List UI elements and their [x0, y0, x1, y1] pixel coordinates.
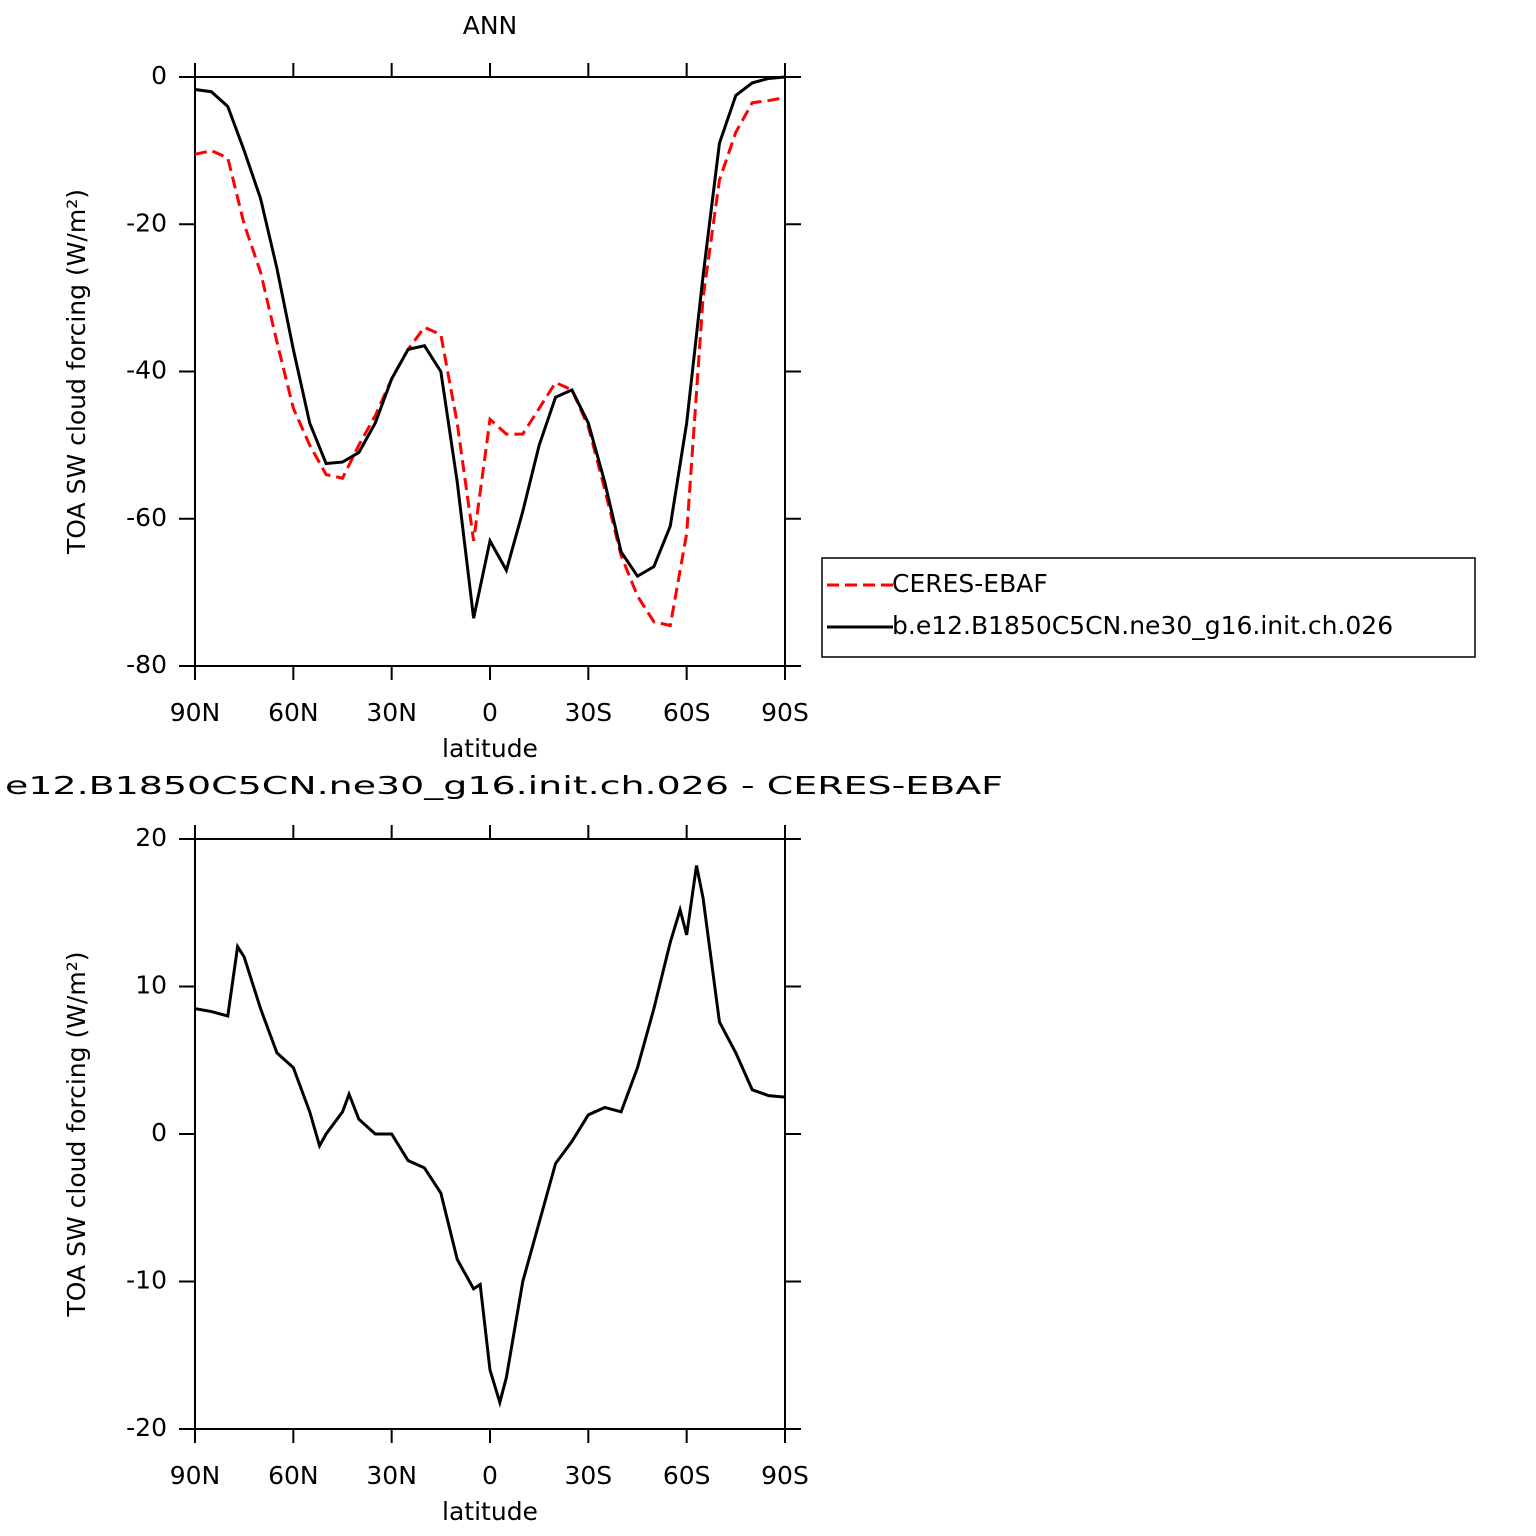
- x-tick-label: 30N: [366, 698, 417, 727]
- y-tick-label: 0: [151, 61, 167, 90]
- y-tick-label: -40: [126, 356, 167, 385]
- x-tick-label: 60N: [268, 698, 319, 727]
- x-tick-label: 60N: [268, 1461, 319, 1490]
- x-tick-label: 90S: [761, 698, 809, 727]
- x-axis-label: latitude: [442, 1497, 538, 1526]
- chart-title: ANN: [463, 11, 518, 40]
- y-tick-label: -60: [126, 503, 167, 532]
- x-tick-label: 30N: [366, 1461, 417, 1490]
- data-line: [194, 96, 786, 628]
- x-tick-label: 90N: [170, 698, 221, 727]
- x-tick-label: 30S: [564, 1461, 612, 1490]
- data-line: [194, 865, 786, 1408]
- x-tick-label: 30S: [564, 698, 612, 727]
- y-tick-label: 10: [135, 971, 167, 1000]
- legend-label: b.e12.B1850C5CN.ne30_g16.init.ch.026: [892, 611, 1393, 640]
- x-tick-label: 90N: [170, 1461, 221, 1490]
- x-tick-label: 0: [482, 698, 498, 727]
- y-tick-label: -80: [126, 650, 167, 679]
- legend-label: CERES-EBAF: [892, 569, 1048, 598]
- x-tick-label: 90S: [761, 1461, 809, 1490]
- y-tick-label: 20: [135, 823, 167, 852]
- y-tick-label: -20: [126, 208, 167, 237]
- y-axis-label: TOA SW cloud forcing (W/m²): [62, 189, 91, 555]
- x-tick-label: 60S: [663, 698, 711, 727]
- x-axis-label: latitude: [442, 734, 538, 763]
- legend-box: [821, 557, 1476, 658]
- plot-frame: [194, 838, 786, 1430]
- x-tick-label: 0: [482, 1461, 498, 1490]
- y-tick-label: -10: [126, 1266, 167, 1295]
- y-tick-label: 0: [151, 1118, 167, 1147]
- y-tick-label: -20: [126, 1413, 167, 1442]
- data-line: [194, 75, 786, 619]
- chart-title: e12.B1850C5CN.ne30_g16.init.ch.026 - CER…: [5, 771, 1003, 800]
- x-tick-label: 60S: [663, 1461, 711, 1490]
- y-axis-label: TOA SW cloud forcing (W/m²): [62, 952, 91, 1318]
